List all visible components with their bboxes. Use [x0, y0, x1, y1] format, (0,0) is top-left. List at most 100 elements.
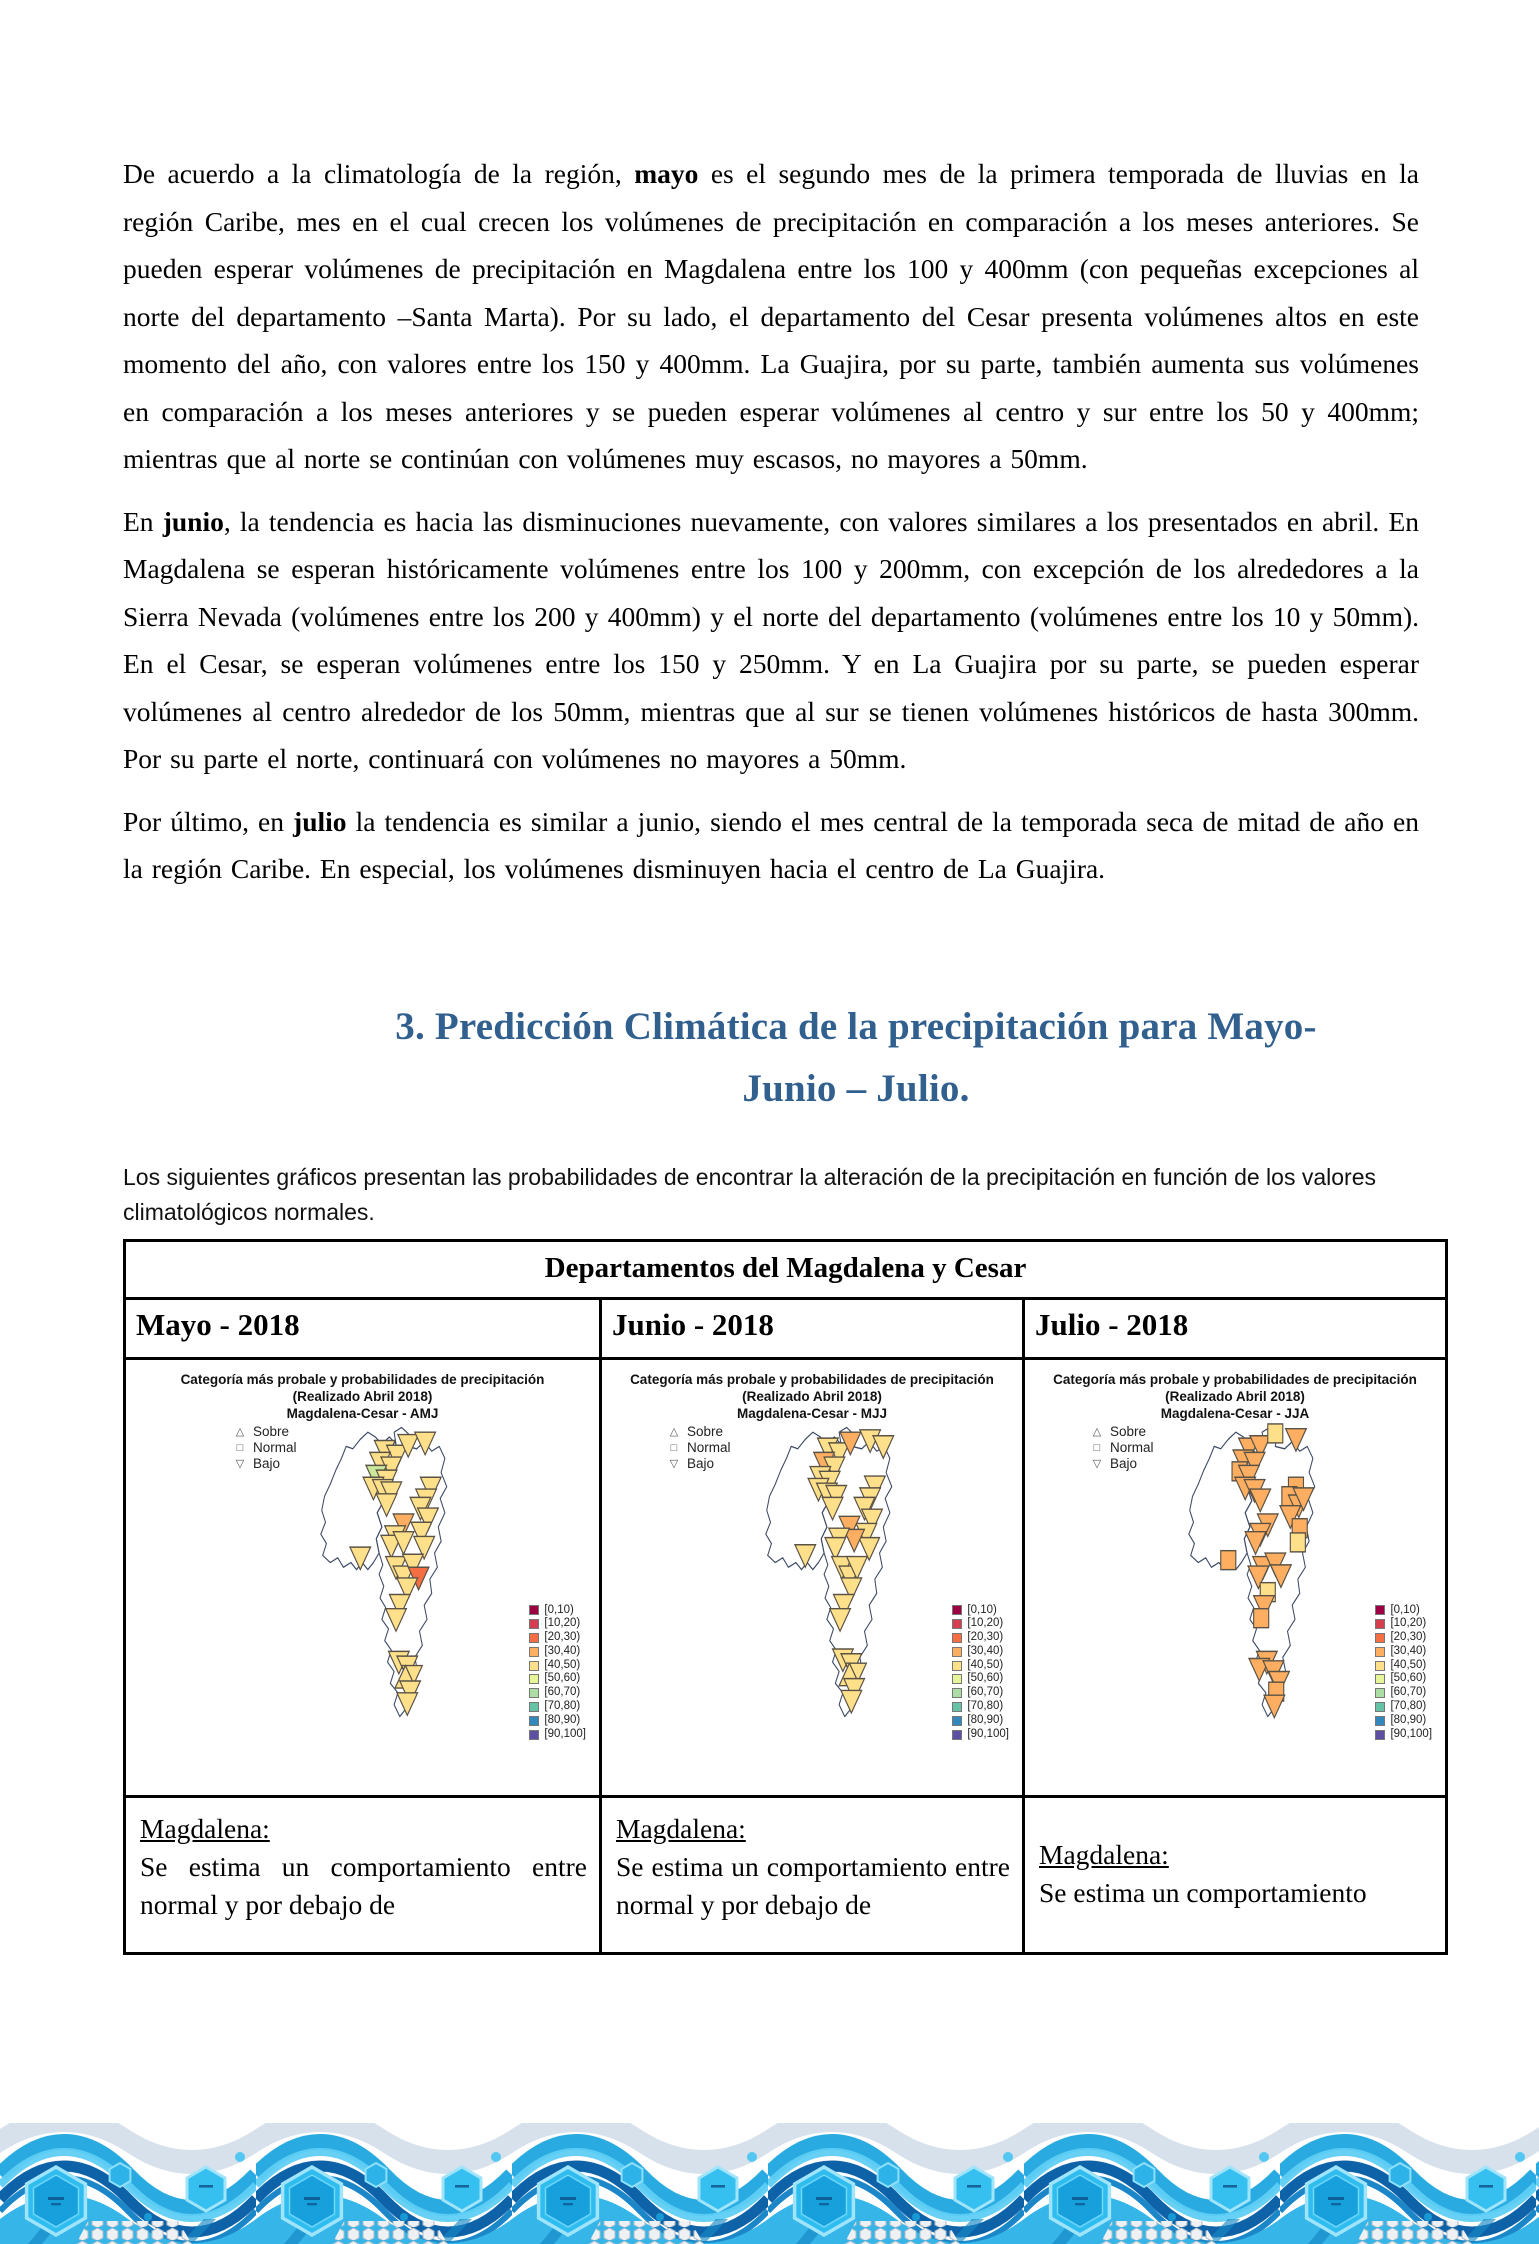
marker-legend: △ Sobre □ Normal ▽ Bajo [668, 1424, 731, 1472]
color-swatch [1375, 1715, 1386, 1726]
chart-title: Categoría más probale y probabilidades d… [126, 1371, 599, 1422]
chart-title-line2: (Realizado Abril 2018) [1165, 1388, 1305, 1404]
marker-legend: △ Sobre □ Normal ▽ Bajo [1091, 1424, 1154, 1472]
marker-legend-label: Sobre [1110, 1423, 1147, 1439]
note-text: Se estima un comportamiento entre normal… [616, 1850, 1010, 1920]
color-legend: [0,10) [10,20) [20,30) [30,40) [40,50) [50,60… [529, 1604, 586, 1742]
color-range-label: [30,40) [1390, 1644, 1427, 1657]
chart-cell-julio: Categoría más probale y probabilidades d… [1021, 1356, 1449, 1798]
color-swatch [1375, 1688, 1386, 1699]
marker-legend-label: Normal [253, 1439, 297, 1455]
color-swatch [529, 1660, 540, 1671]
probability-map-mayo [302, 1418, 490, 1726]
color-range-label: [10,20) [967, 1617, 1004, 1630]
probability-map-julio [1170, 1418, 1358, 1726]
color-range-label: [50,60) [544, 1672, 581, 1685]
color-swatch [1375, 1619, 1386, 1630]
color-range-label: [0,10) [967, 1603, 997, 1616]
color-range-label: [70,80) [967, 1700, 1004, 1713]
color-range-label: [40,50) [544, 1658, 581, 1671]
color-range-label: [50,60) [1390, 1672, 1427, 1685]
note-text: Se estima un comportamiento entre normal… [140, 1850, 587, 1920]
color-range-label: [0,10) [544, 1603, 574, 1616]
marker-legend: △ Sobre □ Normal ▽ Bajo [234, 1424, 297, 1472]
color-range-label: [60,70) [967, 1686, 1004, 1699]
color-range-label: [80,90) [544, 1713, 581, 1726]
footer-decoration [0, 2123, 1539, 2244]
chart-title-line3: Magdalena-Cesar - JJA [1160, 1405, 1310, 1421]
color-swatch [952, 1674, 963, 1685]
color-swatch [529, 1619, 540, 1630]
chart-title: Categoría más probale y probabilidades d… [602, 1371, 1022, 1422]
marker-legend-label: Bajo [687, 1455, 715, 1471]
color-swatch [952, 1660, 963, 1671]
color-range-label: [40,50) [967, 1658, 1004, 1671]
color-swatch [952, 1715, 963, 1726]
note-title: Magdalena: [616, 1812, 746, 1844]
color-range-label: [60,70) [544, 1686, 581, 1699]
color-range-label: [0,10) [1390, 1603, 1420, 1616]
section-heading: 3. Predicción Climática de la precipitac… [123, 996, 1419, 1120]
color-range-label: [80,90) [967, 1713, 1004, 1726]
color-swatch [529, 1688, 540, 1699]
color-range-label: [20,30) [967, 1631, 1004, 1644]
marker-legend-label: Sobre [253, 1423, 290, 1439]
color-range-label: [10,20) [1390, 1617, 1427, 1630]
section-heading-line2: Junio – Julio. [742, 1066, 970, 1110]
chart-title-line2: (Realizado Abril 2018) [292, 1388, 433, 1404]
normal-marker-icon: □ [236, 1441, 244, 1454]
column-header-mayo: Mayo - 2018 [123, 1296, 602, 1360]
intro-text: Los siguientes gráficos presentan las pr… [123, 1163, 1376, 1225]
color-swatch [952, 1646, 963, 1657]
color-swatch [952, 1729, 963, 1740]
color-range-label: [70,80) [544, 1700, 581, 1713]
marker-legend-label: Normal [1110, 1439, 1154, 1455]
paragraph-julio: Por último, en julio la tendencia es sim… [123, 805, 1419, 885]
note-title: Magdalena: [140, 1812, 270, 1844]
color-range-label: [90,100] [967, 1727, 1009, 1740]
paragraph-junio: En junio, la tendencia es hacia las dism… [123, 505, 1419, 775]
sobre-marker-icon: △ [235, 1425, 245, 1438]
color-range-label: [80,90) [1390, 1713, 1427, 1726]
marker-legend-label: Bajo [253, 1455, 281, 1471]
note-cell-junio: Magdalena: Se estima un comportamiento e… [599, 1794, 1025, 1955]
chart-cell-mayo: Categoría más probale y probabilidades d… [123, 1356, 602, 1798]
chart-title-line2: (Realizado Abril 2018) [742, 1388, 882, 1404]
color-swatch [1375, 1674, 1386, 1685]
color-swatch [952, 1701, 963, 1712]
color-swatch [529, 1646, 540, 1657]
color-legend: [0,10) [10,20) [20,30) [30,40) [40,50) [50,60… [1375, 1604, 1432, 1742]
forecast-table: Departamentos del Magdalena y Cesar Mayo… [122, 1238, 1449, 1955]
chart-title-line1: Categoría más probale y probabilidades d… [630, 1371, 994, 1387]
color-legend: [0,10) [10,20) [20,30) [30,40) [40,50) [50,60… [952, 1604, 1009, 1742]
section-heading-line1: 3. Predicción Climática de la precipitac… [395, 1004, 1317, 1048]
marker-legend-label: Normal [687, 1439, 731, 1455]
note-title: Magdalena: [1039, 1838, 1169, 1870]
note-cell-julio: Magdalena: Se estima un comportamiento [1021, 1794, 1449, 1955]
table-title: Departamentos del Magdalena y Cesar [122, 1238, 1449, 1300]
color-range-label: [10,20) [544, 1617, 581, 1630]
column-header-junio: Junio - 2018 [599, 1296, 1025, 1360]
paragraph-mayo: De acuerdo a la climatología de la regió… [123, 158, 1419, 474]
color-range-label: [90,100] [1390, 1727, 1433, 1740]
color-range-label: [20,30) [1390, 1631, 1427, 1644]
color-range-label: [40,50) [1390, 1658, 1427, 1671]
color-swatch [1375, 1729, 1386, 1740]
color-swatch [1375, 1660, 1386, 1671]
marker-legend-label: Sobre [687, 1423, 724, 1439]
sobre-marker-icon: △ [669, 1425, 679, 1438]
color-swatch [529, 1729, 540, 1740]
note-text: Se estima un comportamiento [1039, 1876, 1367, 1908]
color-swatch [529, 1605, 540, 1616]
probability-map-junio [747, 1418, 935, 1726]
marker-legend-label: Bajo [1110, 1455, 1138, 1471]
chart-title-line1: Categoría más probale y probabilidades d… [180, 1371, 545, 1387]
bajo-marker-icon: ▽ [235, 1457, 245, 1470]
color-swatch [952, 1619, 963, 1630]
column-header-julio: Julio - 2018 [1021, 1296, 1449, 1360]
chart-title-line3: Magdalena-Cesar - MJJ [736, 1405, 888, 1421]
bajo-marker-icon: ▽ [669, 1457, 679, 1470]
note-cell-mayo: Magdalena: Se estima un comportamiento e… [123, 1794, 602, 1955]
color-swatch [529, 1715, 540, 1726]
